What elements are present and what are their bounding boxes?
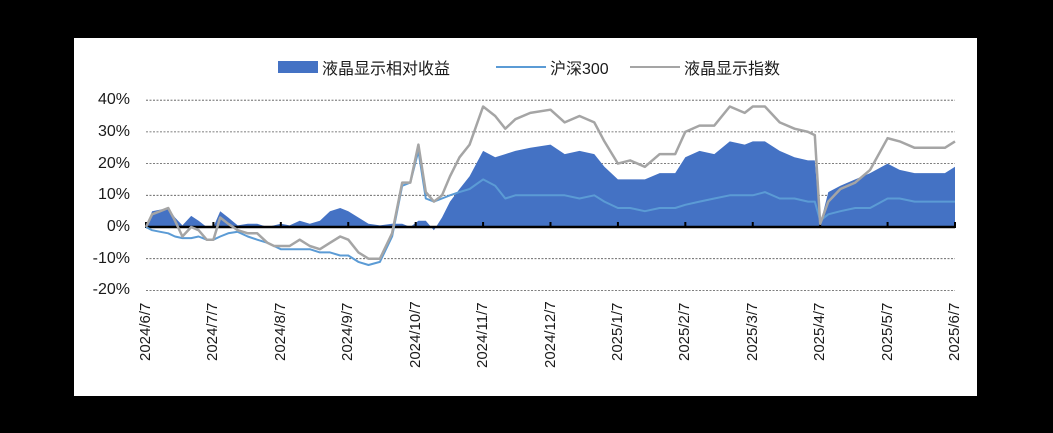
chart-legend: 液晶显示相对收益 沪深300 液晶显示指数 [0,0,1053,78]
x-tick-label: 2024/10/7 [406,301,424,369]
legend-area-swatch-icon [278,61,318,73]
x-tick-label: 2024/7/7 [204,302,222,361]
legend-label: 沪深300 [550,61,609,78]
x-tick-label: 2024/11/7 [474,302,492,369]
x-axis-ticks [145,222,956,228]
x-tick-label: 2025/1/7 [608,302,626,361]
x-tick-label: 2024/6/7 [137,302,154,361]
x-tick-label: 2024/9/7 [339,302,357,361]
legend-line-swatch-icon [496,66,546,68]
y-tick-label: -10% [92,250,130,267]
y-tick-label: -20% [92,281,130,298]
csi300-line [145,149,955,266]
y-tick-label: 20% [97,155,130,172]
y-tick-label: 10% [97,186,130,203]
y-tick-label: 0% [106,218,130,235]
legend-line-swatch-icon [630,66,680,68]
legend-item-lcd-index: 液晶显示指数 [630,56,780,78]
legend-label: 液晶显示指数 [684,61,781,78]
x-tick-label: 2025/3/7 [743,302,761,361]
x-tick-label: 2024/12/7 [541,301,559,369]
relative-return-area [146,141,955,231]
x-tick-label: 2025/5/7 [878,302,896,361]
legend-item-csi300: 沪深300 [496,56,609,78]
lcd-index-line [144,105,956,260]
x-tick-label: 2025/6/7 [946,302,963,361]
x-tick-label: 2025/4/7 [811,302,829,361]
x-tick-label: 2025/2/7 [676,302,694,361]
x-tick-label: 2024/8/7 [271,302,289,361]
legend-label: 液晶显示相对收益 [322,61,451,78]
legend-item-relative-return: 液晶显示相对收益 [278,56,450,78]
y-tick-label: 30% [97,123,130,140]
y-tick-label: 40% [97,91,130,108]
